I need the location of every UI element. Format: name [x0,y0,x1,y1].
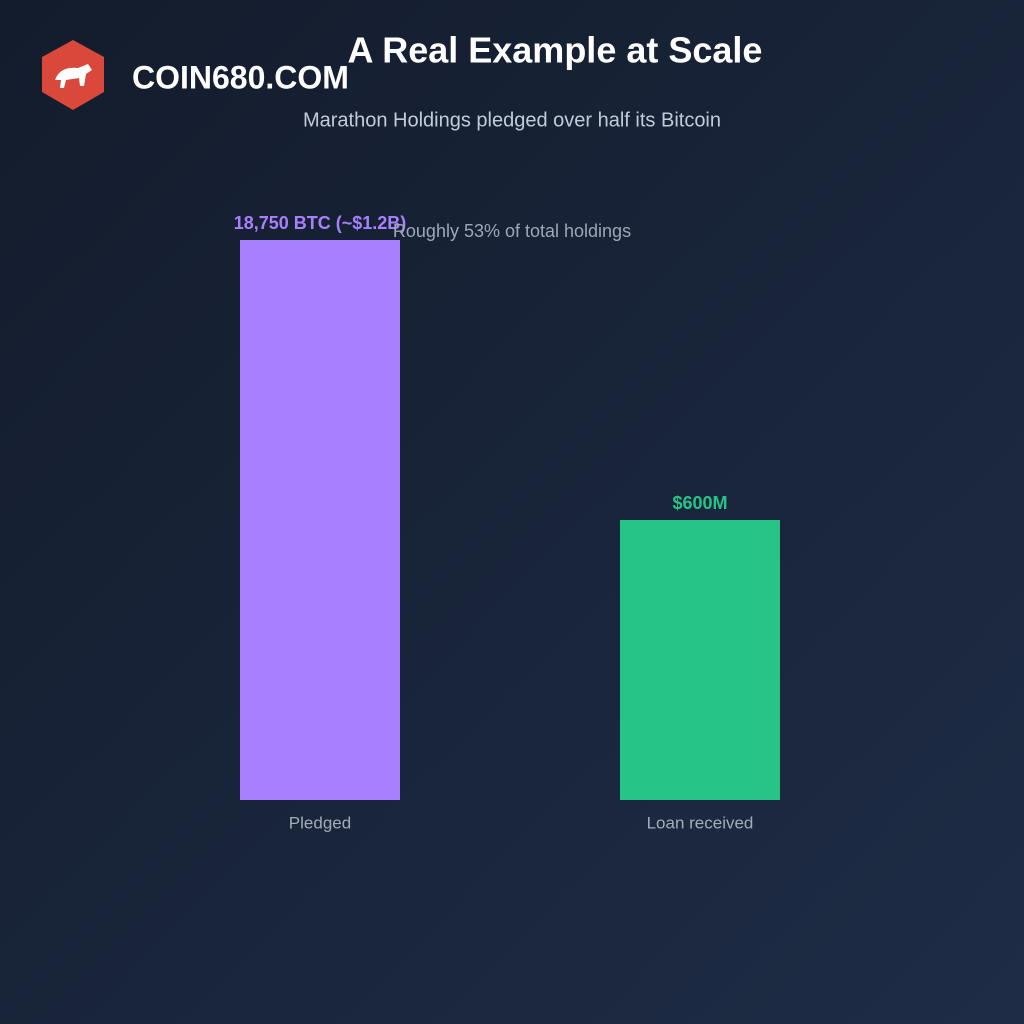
x-tick-label: Pledged [289,813,351,832]
annotation: Roughly 53% of total holdings [393,221,631,241]
value-label: 18,750 BTC (~$1.2B) [234,213,407,233]
bar [620,520,780,800]
watermark: COIN680.COM [132,59,349,95]
x-tick-label: Loan received [647,813,754,832]
logo-bull [55,64,92,88]
bar [240,240,400,800]
chart-title: A Real Example at Scale [348,30,763,71]
value-label: $600M [672,493,727,513]
chart-subtitle: Marathon Holdings pledged over half its … [303,109,721,131]
logo [42,40,104,110]
